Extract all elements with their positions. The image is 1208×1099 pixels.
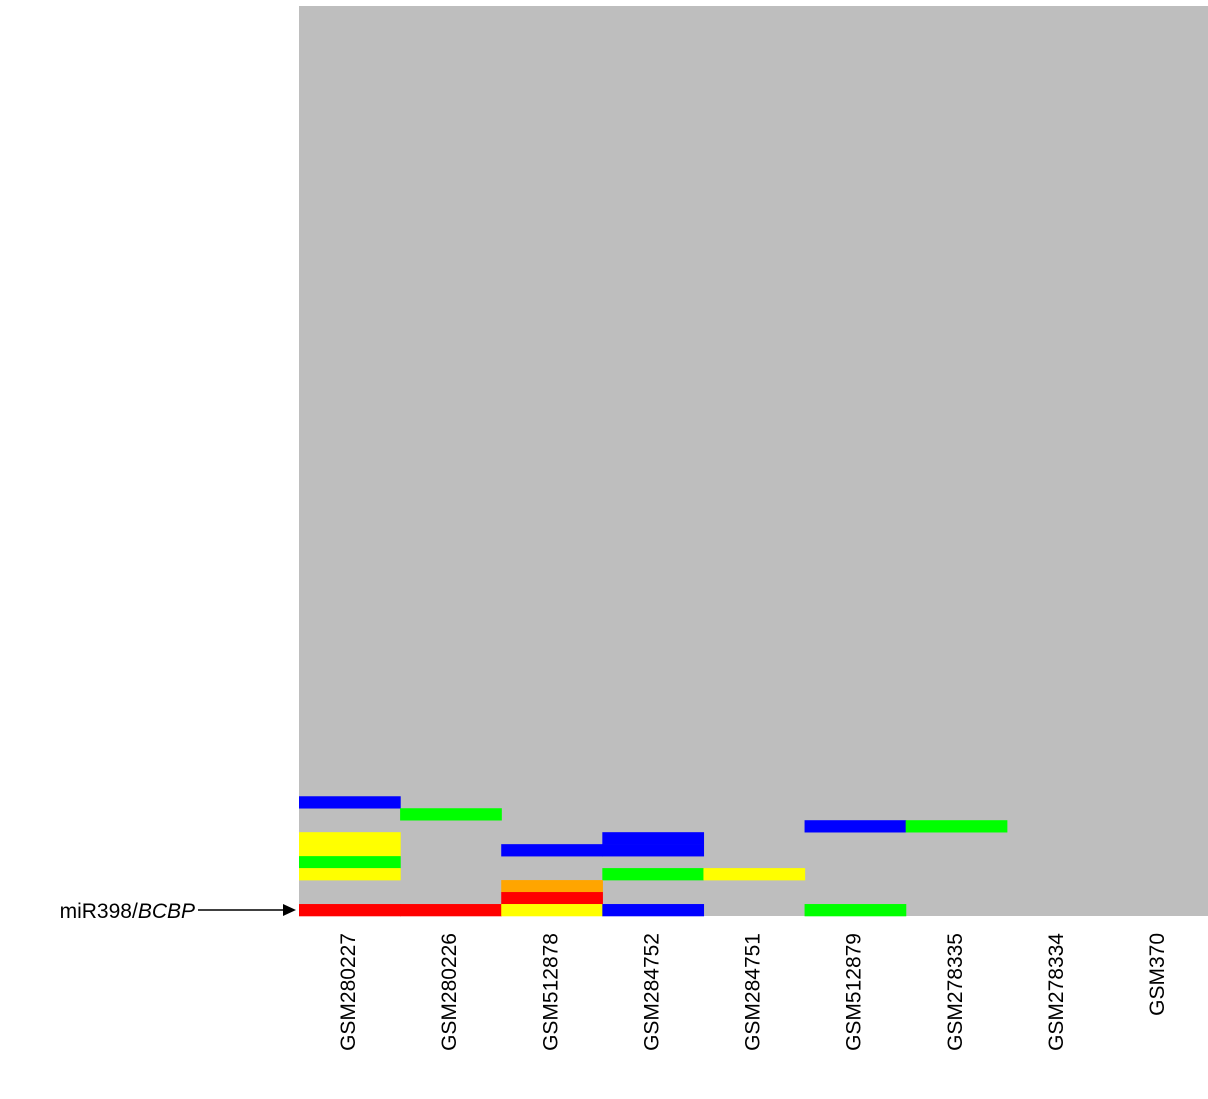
annotation-label: miR398/BCBP [60, 900, 195, 923]
annotation-prefix: miR398/ [60, 900, 138, 923]
row-annotation: miR398/BCBP [60, 900, 296, 923]
heatmap-cell-GSM512879-row-68 [804, 820, 907, 833]
heatmap-cell-GSM280226-row-67 [400, 808, 502, 821]
column-label-GSM512878: GSM512878 [539, 933, 562, 1051]
heatmap-cell-GSM512878-row-73 [501, 880, 603, 893]
column-label-GSM280227: GSM280227 [337, 933, 360, 1051]
column-label-GSM280226: GSM280226 [438, 933, 461, 1051]
column-label-GSM284751: GSM284751 [742, 933, 765, 1051]
heatmap-cell-GSM284751-row-72 [703, 868, 806, 881]
arrow-head-icon [283, 904, 296, 916]
column-label-GSM370: GSM370 [1146, 933, 1169, 1016]
heatmap-cell-GSM284752-row-70 [602, 844, 705, 857]
heatmap-cell-GSM280226-row-75 [400, 904, 502, 917]
heatmap-cell-GSM278335-row-68 [905, 820, 1008, 833]
heatmap-cell-GSM284752-row-69 [602, 832, 705, 845]
heatmap-cell-GSM284752-row-72 [602, 868, 705, 881]
heatmap-cell-GSM512878-row-74 [501, 892, 603, 905]
column-label-GSM512879: GSM512879 [843, 933, 866, 1051]
column-label-GSM284752: GSM284752 [640, 933, 663, 1051]
heatmap-cell-GSM280227-row-72 [299, 868, 401, 881]
heatmap-cell-GSM284752-row-75 [602, 904, 705, 917]
heatmap-cell-GSM512879-row-75 [804, 904, 907, 917]
heatmap-cell-GSM280227-row-75 [299, 904, 401, 917]
heatmap-cells [299, 796, 1008, 917]
heatmap-background [299, 6, 1208, 916]
annotation-gene: BCBP [138, 900, 195, 923]
heatmap-cell-GSM512878-row-70 [501, 844, 603, 857]
heatmap-cell-GSM280227-row-71 [299, 856, 401, 869]
column-labels: GSM280227 GSM280226 GSM512878 GSM284752 GSM2… [337, 933, 1169, 1051]
column-label-GSM278334: GSM278334 [1045, 933, 1068, 1051]
heatmap-cell-GSM512878-row-75 [501, 904, 603, 917]
heatmap-cell-GSM280227-row-66 [299, 796, 401, 809]
heatmap-cell-GSM280227-row-69 [299, 832, 401, 845]
heatmap-cell-GSM280227-row-70 [299, 844, 401, 857]
column-label-GSM278335: GSM278335 [944, 933, 967, 1051]
